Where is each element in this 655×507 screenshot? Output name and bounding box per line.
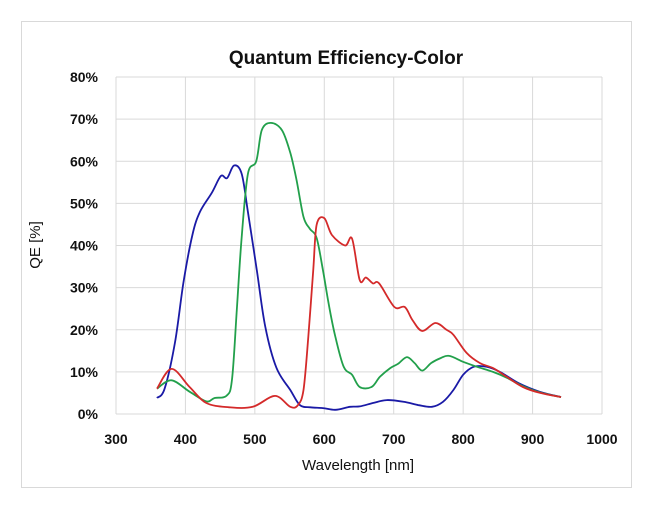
series-lines <box>156 122 562 411</box>
x-tick-label: 700 <box>382 431 406 447</box>
x-axis-label: Wavelength [nm] <box>302 457 414 474</box>
grid <box>115 76 603 415</box>
x-tick-label: 400 <box>174 431 198 447</box>
y-tick-label: 0% <box>78 406 99 422</box>
series-line-red <box>156 216 562 409</box>
y-tick-label: 30% <box>70 280 99 296</box>
y-tick-label: 20% <box>70 322 99 338</box>
series-line-green <box>156 122 562 403</box>
y-tick-label: 70% <box>70 111 99 127</box>
x-tick-label: 800 <box>451 431 475 447</box>
y-tick-label: 10% <box>70 364 99 380</box>
x-tick-label: 600 <box>313 431 337 447</box>
x-axis-ticks: 300 400 500 600 700 800 900 1000 <box>104 431 617 447</box>
chart-title: Quantum Efficiency-Color <box>229 48 464 69</box>
x-tick-label: 500 <box>243 431 267 447</box>
y-tick-label: 50% <box>70 195 99 211</box>
x-tick-label: 1000 <box>586 431 617 447</box>
x-tick-label: 900 <box>521 431 545 447</box>
chart-frame <box>21 21 632 488</box>
y-tick-label: 60% <box>70 153 99 169</box>
series-line-blue <box>156 164 562 411</box>
y-axis-label: QE [%] <box>27 221 44 269</box>
y-axis-ticks: 0% 10% 20% 30% 40% 50% 60% 70% 80% <box>70 69 99 422</box>
x-tick-label: 300 <box>104 431 128 447</box>
y-tick-label: 40% <box>70 238 99 254</box>
y-tick-label: 80% <box>70 69 99 85</box>
